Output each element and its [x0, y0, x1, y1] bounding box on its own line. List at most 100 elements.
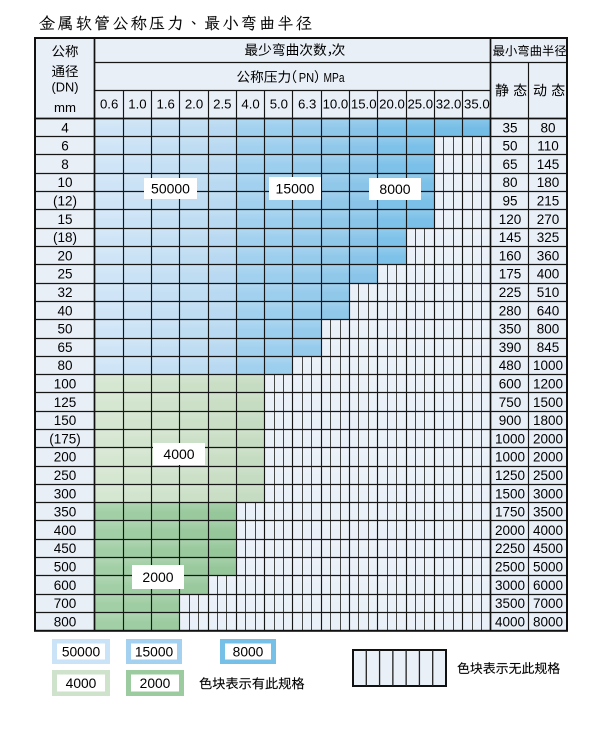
svg-text:900: 900: [499, 413, 522, 428]
svg-text:3000: 3000: [533, 486, 563, 501]
svg-text:5000: 5000: [533, 559, 563, 574]
svg-text:0.6: 0.6: [100, 97, 118, 112]
svg-text:125: 125: [54, 395, 77, 410]
svg-text:390: 390: [499, 340, 522, 355]
svg-text:5.0: 5.0: [270, 97, 288, 112]
svg-text:270: 270: [537, 212, 560, 227]
svg-text:10.0: 10.0: [323, 97, 349, 112]
svg-text:40: 40: [57, 303, 72, 318]
svg-text:600: 600: [499, 376, 522, 391]
svg-text:700: 700: [54, 596, 77, 611]
svg-text:400: 400: [54, 523, 77, 538]
svg-text:50000: 50000: [62, 644, 101, 659]
svg-text:8000: 8000: [233, 644, 264, 659]
svg-text:80: 80: [502, 175, 517, 190]
svg-text:(18): (18): [53, 230, 77, 245]
svg-text:1800: 1800: [533, 413, 563, 428]
svg-text:100: 100: [54, 376, 77, 391]
svg-text:300: 300: [54, 486, 77, 501]
svg-text:65: 65: [502, 157, 517, 172]
svg-text:4: 4: [61, 120, 69, 135]
svg-text:180: 180: [537, 175, 560, 190]
svg-text:110: 110: [537, 139, 559, 154]
svg-text:(175): (175): [49, 431, 81, 446]
svg-text:500: 500: [54, 559, 77, 574]
svg-text:32: 32: [57, 285, 72, 300]
svg-text:50000: 50000: [151, 180, 190, 196]
svg-text:50: 50: [57, 322, 72, 337]
svg-text:mm: mm: [54, 100, 76, 115]
svg-text:2000: 2000: [495, 523, 525, 538]
svg-text:325: 325: [537, 230, 560, 245]
svg-text:PN: PN: [299, 71, 314, 85]
svg-text:2000: 2000: [533, 450, 563, 465]
svg-text:750: 750: [499, 395, 522, 410]
svg-text:32.0: 32.0: [436, 97, 462, 112]
svg-text:350: 350: [499, 322, 522, 337]
svg-text:2250: 2250: [495, 541, 525, 556]
svg-text:8000: 8000: [379, 181, 410, 197]
svg-text:845: 845: [537, 340, 560, 355]
svg-text:1750: 1750: [495, 505, 525, 520]
svg-text:6000: 6000: [533, 578, 563, 593]
svg-text:1000: 1000: [495, 431, 525, 446]
svg-text:15000: 15000: [135, 644, 174, 659]
svg-text:2.0: 2.0: [185, 97, 203, 112]
svg-text:50: 50: [502, 139, 517, 154]
svg-text:1500: 1500: [533, 395, 563, 410]
svg-text:2000: 2000: [142, 569, 173, 585]
svg-text:(12): (12): [53, 193, 77, 208]
svg-text:280: 280: [499, 303, 522, 318]
svg-text:6: 6: [61, 139, 69, 154]
svg-text:4000: 4000: [533, 523, 563, 538]
svg-text:7000: 7000: [533, 596, 563, 611]
svg-text:2000: 2000: [140, 676, 171, 691]
svg-text:2000: 2000: [533, 431, 563, 446]
svg-text:4000: 4000: [495, 614, 525, 629]
svg-text:25: 25: [57, 267, 72, 282]
svg-text:145: 145: [537, 157, 560, 172]
svg-text:3500: 3500: [533, 505, 563, 520]
svg-text:640: 640: [537, 303, 560, 318]
svg-text:2.5: 2.5: [213, 97, 231, 112]
svg-text:20.0: 20.0: [379, 97, 405, 112]
svg-text:800: 800: [54, 614, 77, 629]
svg-text:MPa: MPa: [324, 71, 345, 85]
svg-text:175: 175: [499, 267, 522, 282]
svg-text:1250: 1250: [495, 468, 525, 483]
svg-text:6.3: 6.3: [298, 97, 316, 112]
svg-text:10: 10: [57, 175, 72, 190]
svg-text:15.0: 15.0: [351, 97, 377, 112]
svg-text:15000: 15000: [276, 180, 315, 196]
svg-text:8000: 8000: [533, 614, 563, 629]
svg-text:150: 150: [54, 413, 77, 428]
svg-text:25.0: 25.0: [407, 97, 433, 112]
svg-text:250: 250: [54, 468, 77, 483]
svg-text:1.6: 1.6: [157, 97, 175, 112]
svg-text:1000: 1000: [533, 358, 563, 373]
svg-text:35.0: 35.0: [464, 97, 490, 112]
svg-text:1000: 1000: [495, 450, 525, 465]
svg-text:65: 65: [57, 340, 72, 355]
svg-text:120: 120: [499, 212, 522, 227]
svg-text:450: 450: [54, 541, 77, 556]
svg-text:225: 225: [499, 285, 522, 300]
svg-text:800: 800: [537, 322, 560, 337]
svg-text:4000: 4000: [163, 446, 194, 462]
svg-text:160: 160: [499, 248, 522, 263]
svg-text:15: 15: [57, 212, 72, 227]
svg-text:2500: 2500: [533, 468, 563, 483]
svg-text:3500: 3500: [495, 596, 525, 611]
svg-text:480: 480: [499, 358, 522, 373]
svg-text:3000: 3000: [495, 578, 525, 593]
svg-text:8: 8: [61, 157, 69, 172]
svg-text:200: 200: [54, 450, 77, 465]
svg-text:1.0: 1.0: [128, 97, 146, 112]
svg-text:20: 20: [57, 248, 72, 263]
svg-text:35: 35: [502, 120, 517, 135]
svg-text:350: 350: [54, 505, 77, 520]
svg-text:4.0: 4.0: [241, 97, 259, 112]
svg-text:510: 510: [537, 285, 560, 300]
svg-text:360: 360: [537, 248, 560, 263]
svg-text:1500: 1500: [495, 486, 525, 501]
